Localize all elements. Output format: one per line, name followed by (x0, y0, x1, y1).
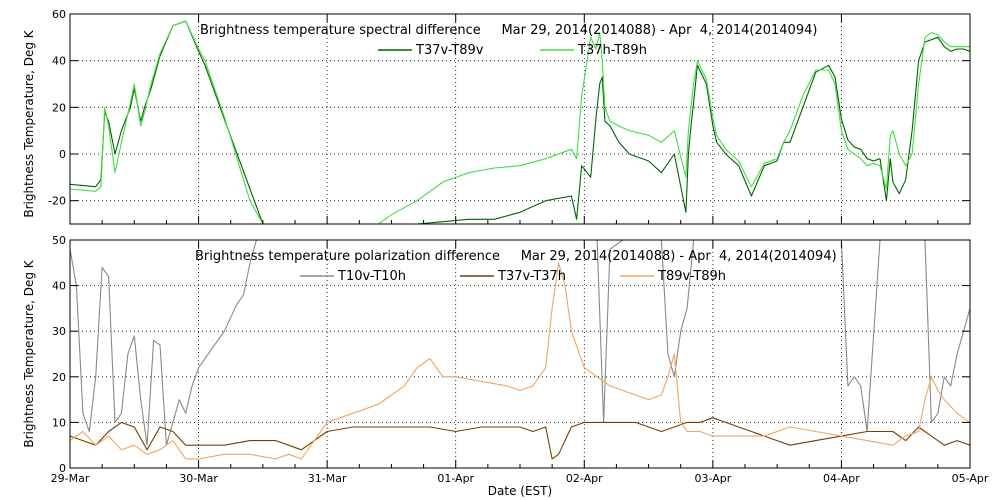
series-line-2 (69, 20, 970, 225)
x-tick-label: 03-Apr (694, 472, 731, 485)
series-line-2 (69, 417, 971, 460)
top-y-ticks: -20 0 20 40 60 (48, 8, 970, 208)
y-tick-label: 20 (52, 371, 66, 384)
y-tick-label: 20 (52, 101, 66, 114)
top-lines (69, 20, 971, 225)
bottom-title: Brightness temperature polarization diff… (195, 249, 837, 264)
bottom-y-axis-label: Brightness Temperature, Deg K (22, 259, 36, 447)
x-tick-label: 04-Apr (823, 472, 860, 485)
bottom-x-ticks: 29-Mar 30-Mar 31-Mar 01-Apr 02-Apr 03-Apr 04-A… (51, 240, 989, 485)
y-tick-label: 0 (59, 462, 66, 475)
top-title: Brightness temperature spectral differen… (200, 23, 817, 38)
y-tick-label: 50 (52, 234, 66, 247)
series-line-1 (69, 20, 971, 225)
y-tick-label: 30 (52, 325, 66, 338)
top-legend-label-2: T37h-T89h (577, 43, 647, 58)
y-tick-label: 40 (52, 280, 66, 293)
x-tick-label: 31-Mar (308, 472, 347, 485)
y-tick-label: 0 (59, 148, 66, 161)
bottom-chart: 0 10 20 30 40 50 29-Mar 30-Mar 31-Mar 01-Apr 02-A… (22, 234, 989, 498)
x-tick-label: 02-Apr (566, 472, 603, 485)
top-chart: -20 0 20 40 60 Brightness temperature spectr… (22, 8, 971, 225)
bottom-legend-label-3: T89v-T89h (657, 269, 726, 284)
bottom-legend-label-2: T37v-T37h (497, 269, 566, 284)
y-tick-label: 60 (52, 8, 66, 21)
bottom-legend-label-1: T10v-T10h (337, 269, 406, 284)
x-axis-label: Date (EST) (488, 484, 552, 498)
top-legend-label-1: T37v-T89v (415, 43, 484, 58)
y-tick-label: 10 (52, 416, 66, 429)
x-tick-label: 05-Apr (952, 472, 989, 485)
y-tick-label: 40 (52, 55, 66, 68)
top-legend: T37v-T89v T37h-T89h (378, 43, 647, 58)
x-tick-label: 30-Mar (179, 472, 218, 485)
x-tick-label: 01-Apr (437, 472, 474, 485)
x-tick-label: 29-Mar (51, 472, 90, 485)
top-y-axis-label: Brightness Temperature, Deg K (22, 29, 36, 217)
series-line-3 (69, 262, 971, 460)
top-x-ticks (69, 14, 971, 224)
bottom-legend: T10v-T10h T37v-T37h T89v-T89h (300, 269, 726, 284)
bottom-y-ticks: 0 10 20 30 40 50 (52, 234, 970, 475)
y-tick-label: -20 (48, 195, 66, 208)
